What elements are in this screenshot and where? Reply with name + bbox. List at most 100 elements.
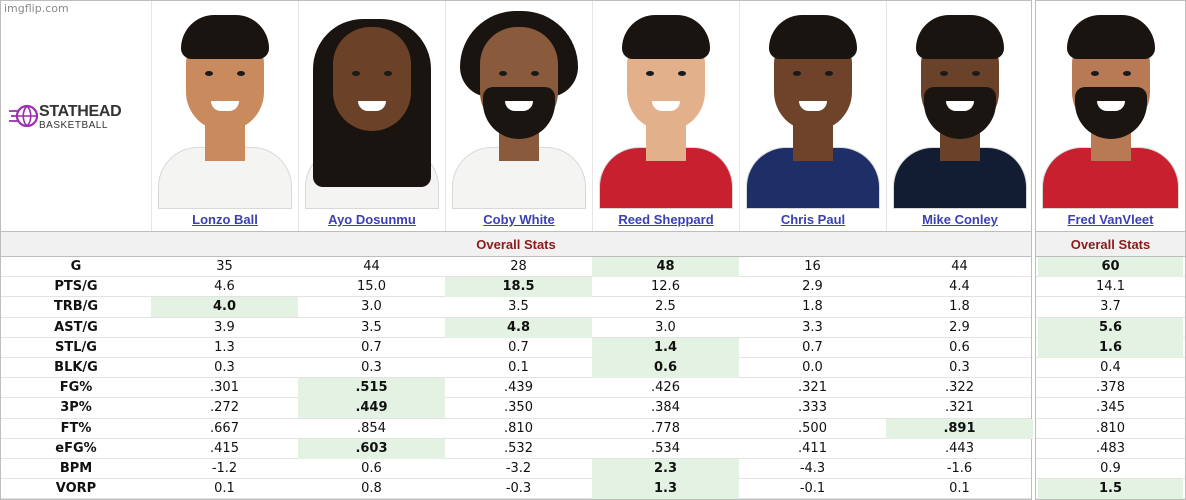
stat-label: eFG% [55, 440, 97, 456]
stat-value-best: 4.8 [445, 317, 592, 338]
stat-row: TRB/G 4.0 3.0 3.5 2.5 1.8 1.8 [1, 297, 1031, 318]
stathead-basketball-logo: STATHEAD BASKETBALL [9, 103, 149, 131]
stat-value: .426 [651, 380, 680, 396]
featured-stat-row: 0.4 [1036, 358, 1185, 379]
player-column: Reed Sheppard [592, 1, 739, 231]
stat-value: 16 [804, 259, 821, 274]
player-name-link[interactable]: Mike Conley [922, 212, 998, 227]
stat-value: .333 [798, 400, 827, 416]
featured-overall-stats-header: Overall Stats [1036, 231, 1185, 257]
stat-value: .350 [504, 400, 533, 416]
player-name-link[interactable]: Lonzo Ball [192, 212, 258, 227]
stat-value: .272 [210, 400, 239, 416]
stat-label: BPM [59, 460, 93, 476]
stat-value: .500 [798, 420, 827, 436]
stat-row: BPM -1.2 0.6 -3.2 2.3 -4.3 -1.6 [1, 458, 1031, 480]
stat-value: 0.3 [361, 359, 382, 375]
stat-value: .384 [651, 400, 680, 416]
stat-value: .321 [798, 380, 827, 396]
featured-section-title: Overall Stats [1070, 237, 1151, 252]
stat-value: 0.6 [949, 339, 970, 355]
stat-value: 0.6 [361, 460, 382, 476]
stat-value: 3.3 [802, 319, 823, 335]
player-column: Lonzo Ball [151, 1, 298, 231]
featured-stat-value: .810 [1096, 420, 1125, 436]
stat-row: FG% .301 .515 .439 .426 .321 .322 [1, 378, 1031, 399]
player-headshot [599, 9, 733, 209]
stat-label: FG% [59, 380, 93, 396]
stat-value: 44 [951, 259, 968, 274]
featured-player-table: Fred VanVleet Overall Stats 60 14.1 3.7 5.6… [1035, 0, 1186, 500]
stat-value: 2.5 [655, 299, 676, 315]
stat-value: 0.0 [802, 359, 823, 375]
stat-value: -4.3 [799, 460, 826, 476]
stats-rows: G 35 44 28 48 16 44 PTS/G 4.6 15.0 18.5 12.6 2.9 4.4 T… [1, 257, 1033, 500]
stat-value: -3.2 [505, 460, 532, 476]
stat-value: 4.6 [214, 279, 235, 295]
stat-value-best: .891 [886, 418, 1033, 439]
featured-stat-value-best: 5.6 [1038, 317, 1183, 338]
logo-subtitle: BASKETBALL [39, 120, 108, 131]
player-headshot [158, 9, 292, 209]
stat-row: 3P% .272 .449 .350 .384 .333 .321 [1, 398, 1031, 419]
stat-value: 0.3 [214, 359, 235, 375]
stat-value-best: 1.4 [592, 337, 739, 358]
player-name-link[interactable]: Ayo Dosunmu [328, 212, 416, 227]
comparison-table: STATHEAD BASKETBALL Lonzo Ball Ayo Dosun… [0, 0, 1033, 500]
stat-value-best: 48 [592, 257, 739, 277]
featured-stat-row: 60 [1036, 257, 1185, 278]
player-column: Mike Conley [886, 1, 1033, 231]
stat-row: BLK/G 0.3 0.3 0.1 0.6 0.0 0.3 [1, 357, 1031, 379]
stat-value: .322 [945, 380, 974, 396]
featured-stat-value: 3.7 [1100, 299, 1121, 315]
stat-value: -0.3 [505, 481, 532, 497]
stat-row: PTS/G 4.6 15.0 18.5 12.6 2.9 4.4 [1, 277, 1031, 298]
stat-value-best: 0.6 [592, 357, 739, 378]
stat-value: 12.6 [651, 279, 680, 295]
player-name-link[interactable]: Coby White [483, 212, 555, 227]
featured-stat-value: 0.9 [1100, 460, 1121, 476]
player-headshot [1042, 9, 1179, 209]
logo-wordmark: STATHEAD [39, 103, 122, 120]
stat-value-best: 4.0 [151, 297, 298, 318]
featured-player-column: Fred VanVleet [1036, 1, 1185, 231]
stat-value: 3.5 [508, 299, 529, 315]
stat-label: VORP [55, 481, 97, 497]
stat-value: .810 [504, 420, 533, 436]
featured-stats-rows: 60 14.1 3.7 5.6 1.6 0.4 .378 .345 .810 .483 0.9 1.5 [1036, 257, 1185, 500]
player-name-link[interactable]: Reed Sheppard [618, 212, 714, 227]
featured-stat-row: 3.7 [1036, 297, 1185, 318]
stat-value: 0.7 [361, 339, 382, 355]
featured-stat-row: 1.6 [1036, 337, 1185, 358]
stat-value: 2.9 [802, 279, 823, 295]
featured-stat-value: .378 [1096, 380, 1125, 396]
stat-value: 0.1 [949, 481, 970, 497]
stat-row: FT% .667 .854 .810 .778 .500 .891 [1, 418, 1033, 439]
featured-stat-row: 5.6 [1036, 317, 1185, 338]
stat-value: .532 [504, 440, 533, 456]
featured-stat-row: 1.5 [1036, 479, 1185, 500]
stat-value: .415 [210, 440, 239, 456]
stat-value: .778 [651, 420, 680, 436]
featured-stat-value: 0.4 [1100, 359, 1121, 375]
player-header-row: STATHEAD BASKETBALL Lonzo Ball Ayo Dosun… [1, 1, 1031, 231]
stat-label: PTS/G [54, 279, 98, 295]
stat-value: 15.0 [357, 279, 386, 295]
featured-stat-row: 0.9 [1036, 459, 1185, 480]
stat-value: 4.4 [949, 279, 970, 295]
player-name-link[interactable]: Chris Paul [780, 212, 846, 227]
stat-value: .439 [504, 380, 533, 396]
stat-row: eFG% .415 .603 .532 .534 .411 .443 [1, 438, 1031, 459]
stat-value: 0.1 [508, 359, 529, 375]
stat-value: 3.0 [655, 319, 676, 335]
featured-player-name-link[interactable]: Fred VanVleet [1067, 212, 1154, 227]
featured-stat-row: 14.1 [1036, 277, 1185, 298]
stat-label: 3P% [60, 400, 92, 416]
stat-value: .534 [651, 440, 680, 456]
stat-row: STL/G 1.3 0.7 0.7 1.4 0.7 0.6 [1, 337, 1031, 358]
stat-label: STL/G [55, 339, 97, 355]
player-headshot [893, 9, 1027, 209]
stat-value: 0.8 [361, 481, 382, 497]
player-column: Chris Paul [739, 1, 886, 231]
stat-value: -0.1 [799, 481, 826, 497]
